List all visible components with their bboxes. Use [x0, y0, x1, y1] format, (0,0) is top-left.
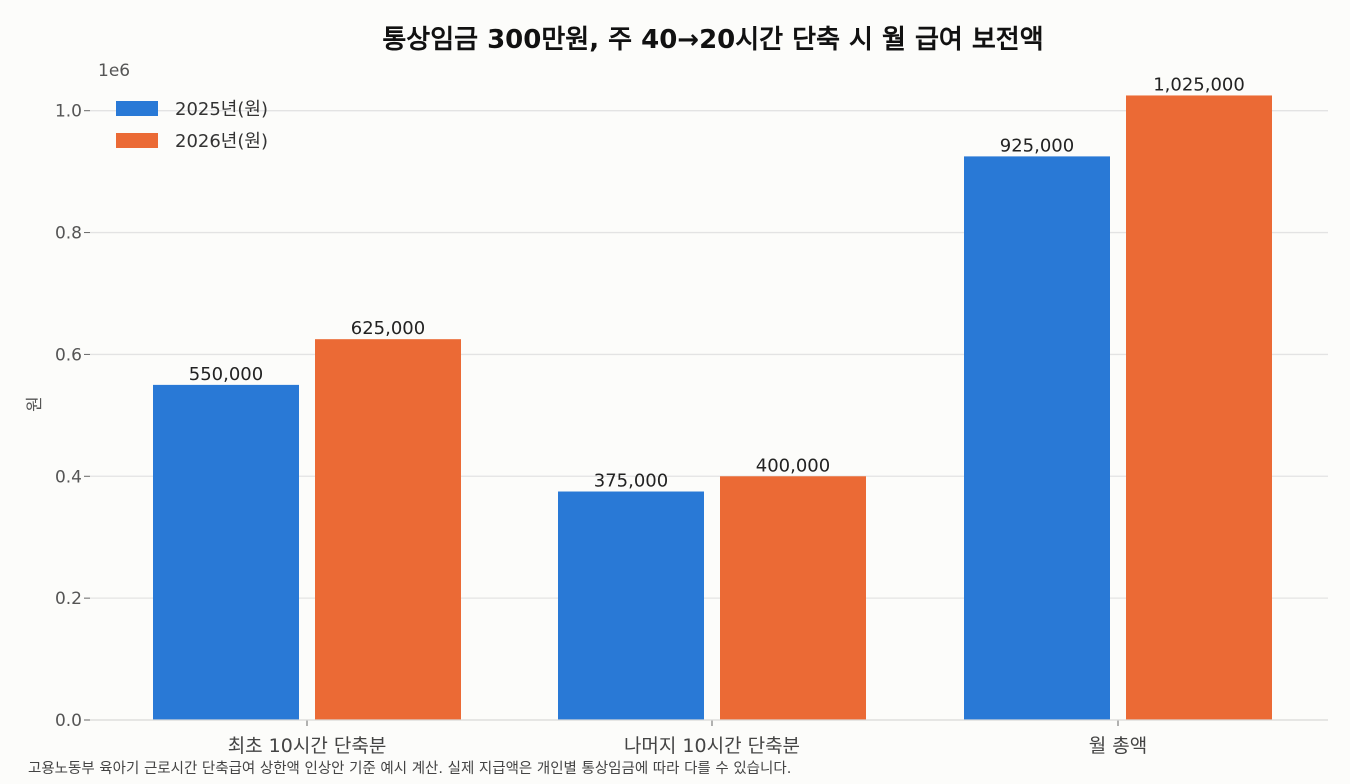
- x-tick-label: 최초 10시간 단축분: [228, 735, 387, 757]
- y-tick-label: 0.2: [55, 589, 82, 609]
- legend-swatch: [116, 101, 158, 116]
- bar-value-label: 625,000: [351, 318, 425, 339]
- bar: [558, 491, 704, 720]
- bar-value-labels: 550,000 625,000 375,000 400,000 925,000 1,025…: [189, 74, 1245, 491]
- bar-value-label: 1,025,000: [1153, 74, 1245, 95]
- x-tick-label: 나머지 10시간 단축분: [624, 735, 800, 757]
- y-axis-label: 원: [25, 396, 45, 412]
- footnote: 고용노동부 육아기 근로시간 단축급여 상한액 인상안 기준 예시 계산. 실제…: [28, 760, 791, 777]
- bar-value-label: 925,000: [1000, 135, 1074, 156]
- bar-value-label: 550,000: [189, 364, 263, 385]
- legend-swatch: [116, 133, 158, 148]
- legend: 2025년(원) 2026년(원): [116, 99, 268, 152]
- legend-entry: 2025년(원): [175, 99, 268, 120]
- y-tick-label: 0.4: [55, 467, 82, 487]
- bar: [720, 476, 866, 720]
- y-tick-label: 1.0: [55, 102, 82, 122]
- y-tick-label: 0.0: [55, 711, 82, 731]
- chart-title: 통상임금 300만원, 주 40→20시간 단축 시 월 급여 보전액: [382, 25, 1043, 55]
- y-axis-ticks: 0.0 0.2 0.4 0.6 0.8 1.0: [55, 102, 90, 731]
- bar-value-label: 375,000: [594, 471, 668, 492]
- bar: [1126, 95, 1272, 721]
- bar-value-label: 400,000: [756, 455, 830, 476]
- y-tick-label: 0.8: [55, 224, 82, 244]
- bar: [315, 339, 461, 720]
- bars: [153, 95, 1272, 721]
- y-offset-label: 1e6: [98, 61, 130, 81]
- x-tick-label: 월 총액: [1089, 735, 1147, 757]
- x-axis-ticks: 최초 10시간 단축분 나머지 10시간 단축분 월 총액: [228, 720, 1147, 757]
- y-tick-label: 0.6: [55, 345, 82, 365]
- legend-entry: 2026년(원): [175, 131, 268, 152]
- bar: [964, 156, 1110, 720]
- bar: [153, 384, 299, 720]
